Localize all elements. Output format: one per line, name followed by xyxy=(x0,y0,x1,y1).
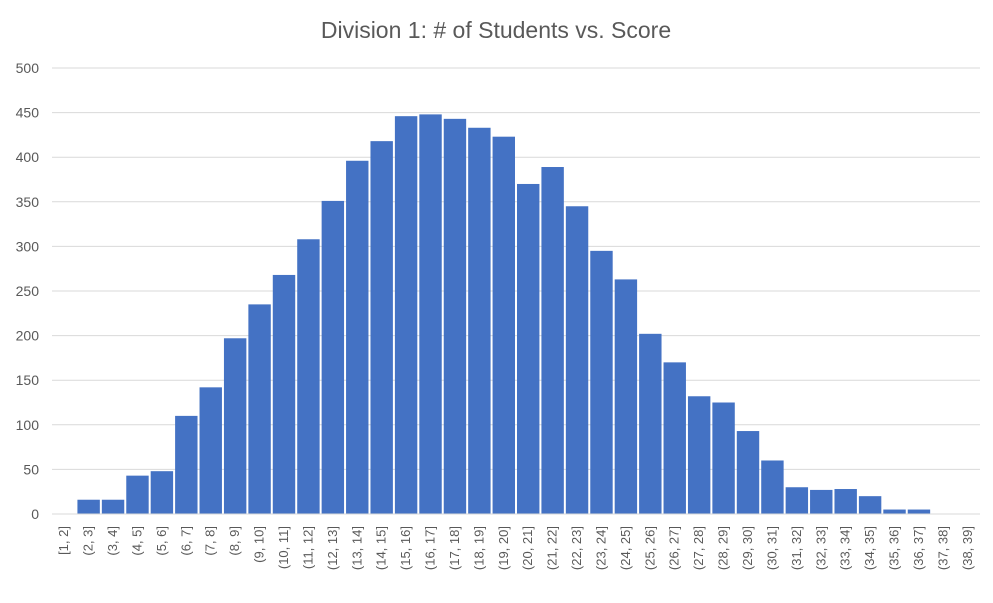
bar xyxy=(761,460,784,514)
x-tick-label: (31, 32] xyxy=(789,526,804,570)
x-tick-label: (15, 16] xyxy=(398,526,413,570)
x-tick-label: (10, 11] xyxy=(276,526,291,569)
x-tick-label: (24, 25] xyxy=(618,526,633,570)
bar xyxy=(175,415,198,514)
x-axis-ticks: [1, 2] (2, 3] (3, 4] (4, 5] (5, 6] (6, 7] (7, … xyxy=(56,526,975,570)
bar xyxy=(272,274,296,514)
bar xyxy=(492,136,515,514)
x-tick-label: (17, 18] xyxy=(447,526,462,570)
x-tick-label: (12, 13] xyxy=(325,526,340,570)
y-tick-label: 150 xyxy=(16,372,40,388)
x-tick-label: (22, 23] xyxy=(569,526,584,570)
y-tick-label: 50 xyxy=(23,461,39,477)
x-tick-label: (34, 35] xyxy=(862,526,877,570)
x-tick-label: (7, 8] xyxy=(203,526,218,556)
bar xyxy=(394,116,418,514)
x-tick-label: (16, 17] xyxy=(423,526,438,570)
x-tick-label: (30, 31] xyxy=(764,526,779,570)
bar xyxy=(590,250,613,515)
x-tick-label: (37, 38] xyxy=(935,526,950,570)
bar xyxy=(810,489,833,514)
x-tick-label: (6, 7] xyxy=(178,526,193,556)
gridlines xyxy=(52,67,980,470)
x-tick-label: [1, 2] xyxy=(56,526,71,555)
bar xyxy=(858,496,882,514)
bar xyxy=(907,509,931,514)
bar xyxy=(639,333,662,514)
bar xyxy=(297,239,320,514)
x-tick-label: (4, 5] xyxy=(129,526,144,556)
x-tick-label: (14, 15] xyxy=(374,526,389,570)
x-tick-label: (38, 39] xyxy=(960,526,975,570)
bar xyxy=(101,499,125,514)
bar xyxy=(248,304,271,514)
bar xyxy=(321,200,345,514)
y-tick-label: 200 xyxy=(16,328,40,344)
bar xyxy=(370,141,393,515)
bar xyxy=(541,167,564,514)
x-tick-label: (21, 22] xyxy=(545,526,560,570)
y-tick-label: 350 xyxy=(16,194,40,210)
bar xyxy=(468,127,491,514)
bar xyxy=(150,471,174,514)
bar xyxy=(77,499,100,514)
x-tick-label: (26, 27] xyxy=(667,526,682,570)
y-tick-label: 100 xyxy=(16,417,40,433)
x-tick-label: (18, 19] xyxy=(471,526,486,570)
bar xyxy=(614,279,638,514)
bar xyxy=(419,114,442,514)
bar xyxy=(736,431,760,514)
x-tick-label: (23, 24] xyxy=(593,526,608,570)
x-tick-label: (19, 20] xyxy=(496,526,511,570)
x-tick-label: (28, 29] xyxy=(716,526,731,570)
x-tick-label: (5, 6] xyxy=(154,526,169,556)
bar xyxy=(565,206,589,514)
chart-title: Division 1: # of Students vs. Score xyxy=(321,17,671,43)
bar xyxy=(517,183,540,514)
bar xyxy=(712,402,735,514)
x-tick-label: (3, 4] xyxy=(105,526,120,556)
x-tick-label: (2, 3] xyxy=(81,526,96,556)
bar xyxy=(834,489,857,514)
bar xyxy=(883,509,906,514)
x-tick-label: (33, 34] xyxy=(838,526,853,570)
y-tick-label: 500 xyxy=(16,60,40,76)
x-tick-label: (35, 36] xyxy=(887,526,902,570)
y-tick-label: 400 xyxy=(16,149,40,165)
bar xyxy=(199,387,222,514)
x-tick-label: (29, 30] xyxy=(740,526,755,570)
bar xyxy=(663,362,686,514)
y-axis-ticks: 0 50 100 150 200 250 300 350 400 450 500 xyxy=(16,60,40,522)
x-tick-label: (27, 28] xyxy=(691,526,706,570)
bar xyxy=(443,118,467,515)
bar xyxy=(223,338,247,514)
x-tick-label: (20, 21] xyxy=(520,526,535,570)
y-tick-label: 300 xyxy=(16,238,40,254)
bar xyxy=(126,475,149,514)
x-tick-label: (11, 12] xyxy=(300,526,315,569)
y-tick-label: 250 xyxy=(16,283,40,299)
x-tick-label: (32, 33] xyxy=(813,526,828,570)
bar xyxy=(785,487,809,514)
x-tick-label: (8, 9] xyxy=(227,526,242,556)
bar xyxy=(346,160,369,514)
x-tick-label: (9, 10] xyxy=(252,526,267,563)
bars xyxy=(77,114,931,515)
x-tick-label: (36, 37] xyxy=(911,526,926,570)
y-tick-label: 0 xyxy=(31,506,39,522)
x-tick-label: (25, 26] xyxy=(642,526,657,570)
bar xyxy=(687,396,711,514)
y-tick-label: 450 xyxy=(16,105,40,121)
x-tick-label: (13, 14] xyxy=(349,526,364,570)
